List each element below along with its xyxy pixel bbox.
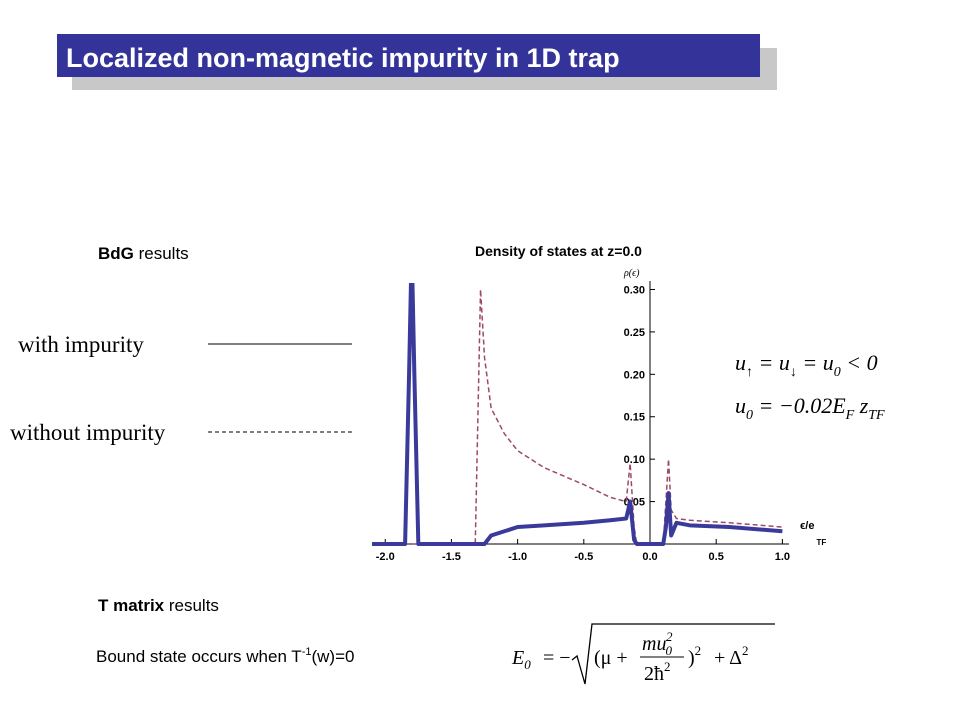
tmatrix-bold: T matrix [98, 596, 165, 615]
legend-label: without impurity [10, 420, 166, 445]
x-axis-label: ϵ/eTF [800, 520, 826, 547]
e0-e: E [511, 647, 524, 669]
e0-eq: = − [543, 647, 571, 669]
bdg-bold: BdG [98, 244, 134, 263]
formula-part: z [854, 393, 869, 418]
x-tick-label: 0.5 [709, 551, 724, 563]
e0-tail-sup: 2 [742, 643, 749, 658]
legend-label: with impurity [18, 332, 144, 357]
e0-delta: + Δ [714, 647, 742, 669]
y-axis-label: ρ(ϵ) [623, 268, 640, 279]
e0-close: )2 [688, 643, 701, 669]
formula-part: u [735, 393, 746, 418]
bdg-label: BdG results [98, 244, 189, 263]
bdg-rest: results [134, 244, 189, 263]
y-tick-label: 0.15 [624, 412, 645, 424]
formula-e0: E0 = − (μ + mu02 2ħ2 )2 + Δ2 [511, 623, 775, 685]
formula-2: u0 = −0.02EF zTF [735, 393, 885, 423]
subscript: 0 [834, 365, 841, 380]
subscript: ↓ [790, 365, 797, 380]
subscript: 0 [746, 408, 753, 423]
series-line [372, 283, 783, 546]
e0-num: mu02 [642, 629, 673, 658]
x-tick-label: -0.5 [574, 551, 593, 563]
subscript: TF [868, 408, 885, 423]
x-label-sub: TF [816, 538, 826, 547]
tmatrix-rest: results [164, 596, 219, 615]
e0-mu: mu [642, 633, 666, 655]
e0-lhs: E0 [511, 647, 531, 672]
e0-close-sup: 2 [695, 643, 702, 658]
bound-sup: -1 [302, 646, 312, 658]
bound-text: Bound state occurs when T [96, 647, 302, 666]
bound-tail: (w)=0 [311, 647, 354, 666]
x-tick-label: -1.5 [442, 551, 461, 563]
formula-1: u↑ = u↓ = u0 < 0 [735, 350, 878, 380]
e0-den: 2ħ2 [644, 659, 671, 685]
plot: -2.0 -1.5 -1.0 -0.5 0.0 0.5 1.00.050.100.150.2… [372, 281, 790, 563]
series-line [372, 288, 783, 545]
formula-part: = u [753, 350, 790, 375]
e0-open: (μ + [594, 647, 628, 669]
chart-title: Density of states at z=0.0 [475, 243, 642, 259]
y-tick-label: 0.20 [624, 369, 645, 381]
y-tick-label: 0.10 [624, 454, 645, 466]
e0-2h: 2ħ [644, 663, 664, 685]
e0-sub: 0 [524, 657, 531, 672]
formula-part: = u [797, 350, 834, 375]
subscript: ↑ [746, 365, 753, 380]
y-tick-label: 0.30 [624, 284, 645, 296]
title: Localized non-magnetic impurity in 1D tr… [66, 43, 620, 73]
title-banner [57, 34, 760, 77]
e0-num-sup: 2 [666, 629, 673, 644]
x-tick-label: -2.0 [376, 551, 395, 563]
subscript: F [845, 408, 855, 423]
e0-paren: ) [688, 647, 695, 669]
y-tick-label: 0.25 [624, 327, 645, 339]
bound-state: Bound state occurs when T-1(w)=0 [96, 646, 354, 666]
formula-part: = −0.02E [753, 393, 846, 418]
x-tick-label: 1.0 [775, 551, 790, 563]
e0-tail: + Δ2 [714, 643, 749, 669]
formula-part: < 0 [841, 350, 878, 375]
x-tick-label: -1.0 [508, 551, 527, 563]
e0-den-sup: 2 [664, 659, 671, 674]
formula-part: u [735, 350, 746, 375]
x-label-main: ϵ/e [800, 520, 814, 532]
e0-num-sub: 0 [665, 643, 672, 658]
sqrt-sign [571, 623, 775, 685]
x-tick-label: 0.0 [642, 551, 657, 563]
tmatrix-label: T matrix results [98, 596, 219, 615]
